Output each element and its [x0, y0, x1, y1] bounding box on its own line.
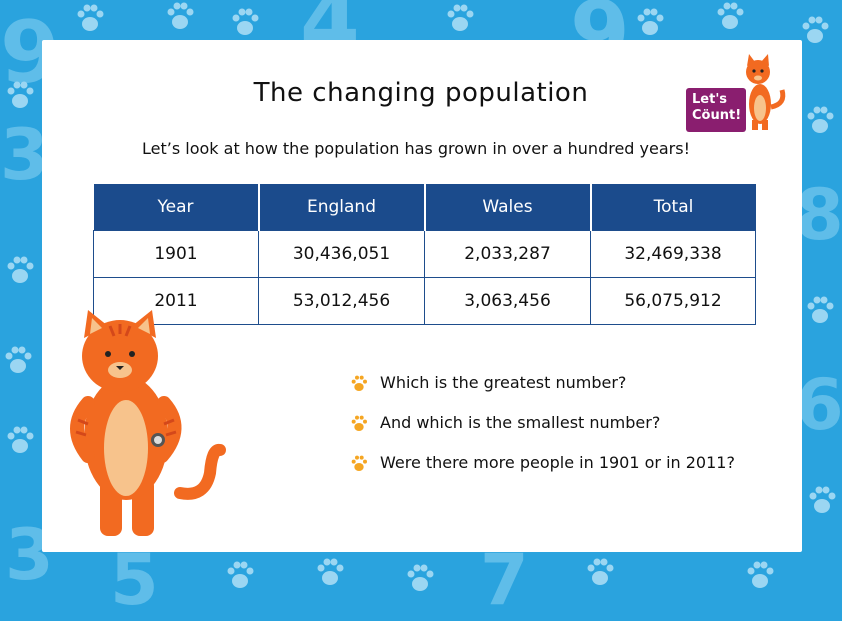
lets-count-logo: Let's Cöunt!: [686, 88, 746, 132]
header-england: England: [257, 184, 426, 231]
table-row: 2011 53,012,456 3,063,456 56,075,912: [93, 277, 756, 325]
cell-year: 1901: [93, 230, 259, 278]
cell-total: 32,469,338: [590, 230, 756, 278]
header-wales: Wales: [423, 184, 592, 231]
header-total: Total: [589, 184, 756, 231]
table-row: 1901 30,436,051 2,033,287 32,469,338: [93, 230, 756, 278]
paw-bullet-icon: [351, 455, 367, 471]
logo-cat-icon: [746, 54, 786, 130]
cell-england: 30,436,051: [258, 230, 425, 278]
cell-wales: 3,063,456: [424, 277, 591, 325]
logo-line-2: Cöunt!: [692, 108, 742, 123]
cell-england: 53,012,456: [258, 277, 425, 325]
cell-total: 56,075,912: [590, 277, 756, 325]
logo-line-1: Let's: [692, 92, 728, 107]
list-item: And which is the smallest number?: [350, 413, 735, 453]
list-item: Which is the greatest number?: [350, 373, 735, 413]
page-title: The changing population: [253, 78, 589, 108]
cat-mascot: [70, 310, 226, 536]
question-text: And which is the smallest number?: [380, 413, 661, 432]
intro-text: Let’s look at how the population has gro…: [142, 139, 690, 158]
cell-year: 2011: [93, 277, 259, 325]
paw-bullet-icon: [351, 375, 367, 391]
population-table: Year England Wales Total 1901 30,436,051…: [93, 184, 756, 325]
question-list: Which is the greatest number? And which …: [350, 373, 735, 493]
table-header-row: Year England Wales Total: [93, 184, 756, 231]
cell-wales: 2,033,287: [424, 230, 591, 278]
background-digit: 6: [795, 364, 842, 446]
question-text: Were there more people in 1901 or in 201…: [380, 453, 735, 472]
question-text: Which is the greatest number?: [380, 373, 627, 392]
list-item: Were there more people in 1901 or in 201…: [350, 453, 735, 493]
background-digit: 8: [795, 174, 842, 256]
header-year: Year: [93, 184, 260, 231]
paw-bullet-icon: [351, 415, 367, 431]
background-digit: 3: [0, 114, 49, 196]
